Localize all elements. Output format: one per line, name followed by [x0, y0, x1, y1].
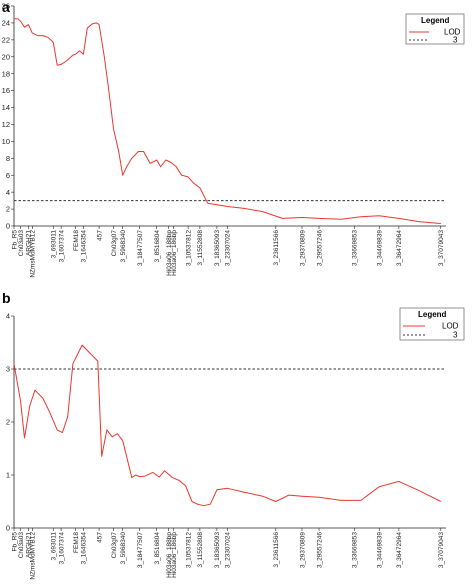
marker-label: 3_1646354 [81, 532, 88, 565]
marker-label: NZmsMdMYB12 [30, 230, 37, 278]
marker-label: 3_5968340 [120, 230, 127, 263]
marker-label: Ch03a03 [18, 230, 25, 257]
marker-label: ARGH21 [26, 230, 33, 256]
y-tick-label: 1 [6, 471, 10, 480]
marker-label: 3_1607374 [58, 230, 65, 263]
marker-label: 3_34469839 [377, 532, 384, 569]
marker-label: 3_34469839 [377, 230, 384, 267]
panel-a-label: a [2, 0, 10, 15]
panel-a-legend: Legend LOD 3 [405, 13, 465, 45]
panel-a-legend-lod-label: LOD [444, 28, 461, 37]
marker-label: 3_29370809 [299, 532, 306, 569]
marker-label: 3_23611566 [273, 230, 280, 266]
y-tick-label: 3 [6, 365, 10, 374]
y-tick-label: 2 [6, 418, 10, 427]
lod-series-line [13, 344, 442, 507]
marker-label: 3_11552808 [197, 230, 204, 266]
marker-label: 3_18365093 [214, 532, 221, 569]
marker-label: 3_8516804 [154, 532, 161, 565]
marker-label: 457 [96, 532, 103, 543]
panel-a-legend-box [405, 13, 465, 45]
marker-label: 3_5968340 [120, 532, 127, 565]
y-tick-label: 20 [2, 52, 10, 61]
marker-label: 3_37079043 [438, 230, 445, 267]
y-tick-label: 2 [6, 205, 10, 214]
marker-label: 457 [96, 230, 103, 241]
marker-label: Ch03a03 [18, 532, 25, 559]
marker-label: Hi03a06_188bp [166, 230, 173, 276]
marker-label: NZmsMdMYB12 [30, 532, 37, 580]
marker-label: ARGH21 [26, 532, 33, 558]
marker-label: 3_11552808 [197, 532, 204, 568]
panel-b-legend: Legend LOD 3 [399, 307, 465, 341]
marker-label: 3_33669853 [352, 230, 359, 267]
y-tick-label: 0 [6, 222, 10, 231]
marker-label: 3_29370809 [299, 230, 306, 267]
marker-label: 3_18477507 [137, 230, 144, 267]
marker-label: 3_23611566 [273, 532, 280, 568]
y-tick-label: 12 [2, 120, 10, 129]
y-tick-label: 14 [2, 103, 10, 112]
panel-b-legend-title: Legend [418, 310, 447, 319]
marker-label: 3_36472964 [396, 230, 403, 267]
y-tick-label: 26 [2, 2, 10, 11]
marker-label: FEM18 [73, 532, 80, 553]
marker-label: 3_23307024 [225, 532, 232, 569]
y-tick-label: 6 [6, 171, 10, 180]
panel-a-legend-threshold-label: 3 [453, 36, 458, 45]
y-tick-label: 10 [2, 137, 10, 146]
marker-label: Ch03g07 [111, 230, 118, 257]
marker-label: 3_37079043 [438, 532, 445, 569]
y-tick-label: 8 [6, 154, 10, 163]
marker-label: 3_1607374 [58, 532, 65, 565]
y-tick-label: 4 [6, 188, 10, 197]
marker-label: 3_10537812 [185, 532, 192, 569]
panel-b-label: b [2, 290, 11, 306]
panel-b-legend-box [399, 307, 465, 341]
y-tick-label: 18 [2, 69, 10, 78]
y-tick-label: 0 [6, 524, 10, 533]
marker-label: 3_18477507 [137, 532, 144, 569]
panel-b-legend-lod-label: LOD [442, 322, 459, 331]
marker-label: 3_1646354 [81, 230, 88, 263]
lod-series-line [14, 18, 441, 224]
panel-a-legend-title: Legend [421, 16, 450, 25]
marker-label: 3_29557246 [316, 230, 323, 267]
marker-label: Hi03a06_186bp [171, 230, 178, 276]
marker-label: Hi03a06_186bp [171, 532, 178, 578]
y-tick-label: 16 [2, 86, 10, 95]
marker-label: 3_693011 [51, 230, 58, 259]
y-tick-label: 24 [2, 19, 10, 28]
marker-label: 3_23307024 [225, 230, 232, 267]
marker-label: Ch03g07 [111, 532, 118, 559]
marker-label: 3_18365093 [214, 230, 221, 267]
marker-label: 3_10537812 [185, 230, 192, 267]
marker-label: 3_33669853 [352, 532, 359, 569]
marker-label: Fb_R5 [11, 230, 18, 250]
panel-b-legend-threshold-label: 3 [453, 331, 458, 340]
marker-label: Hi03a06_188bp [166, 532, 173, 578]
marker-label: 3_693011 [51, 532, 58, 561]
y-tick-label: 22 [2, 35, 10, 44]
marker-label: FEM18 [73, 230, 80, 251]
marker-label: Fb_R5 [11, 532, 18, 552]
y-tick-label: 4 [6, 312, 10, 321]
marker-label: 3_8516804 [154, 230, 161, 263]
marker-label: 3_29557246 [316, 532, 323, 569]
marker-label: 3_36472964 [396, 532, 403, 569]
